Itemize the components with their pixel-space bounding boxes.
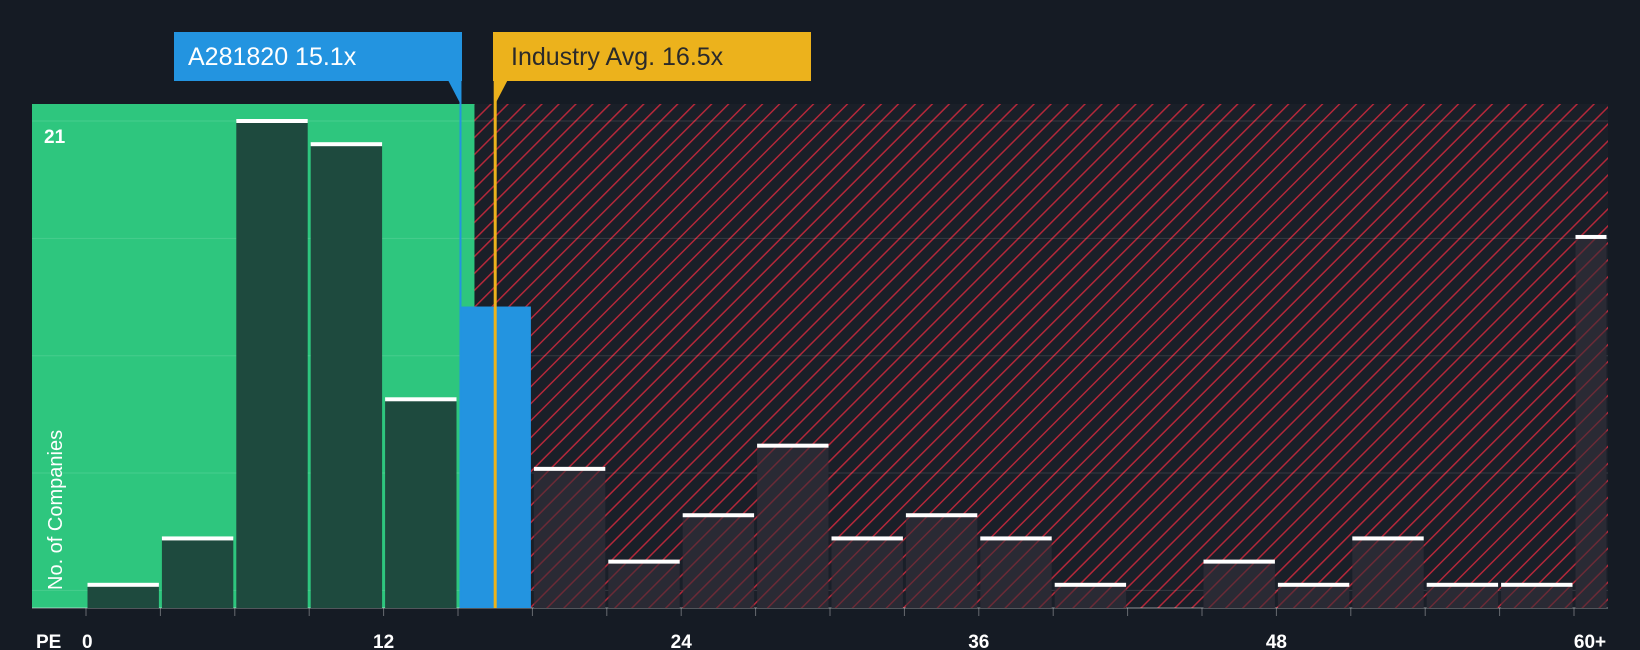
histogram-bar: [1054, 584, 1127, 608]
histogram-bar-cap: [1054, 582, 1127, 587]
histogram-bar: [757, 445, 829, 608]
x-axis-title: PE: [36, 632, 61, 650]
histogram-bar-cap: [385, 397, 457, 402]
histogram-bar-cap: [831, 536, 903, 541]
histogram-bar: [310, 144, 383, 608]
overvalued-zone: [474, 104, 1609, 608]
histogram-bar: [682, 515, 755, 608]
histogram-bar: [1352, 538, 1424, 608]
x-tick-label: 24: [671, 632, 693, 650]
histogram-bar-cap: [1203, 559, 1275, 564]
histogram-bar-cap: [1575, 234, 1607, 239]
histogram-bar-cap: [608, 559, 680, 564]
histogram-bar-cap: [310, 142, 383, 147]
histogram-bar-cap: [161, 536, 234, 541]
histogram-bar: [1501, 584, 1573, 608]
industry-callout-box: [493, 32, 811, 81]
histogram-bar: [1277, 584, 1350, 608]
company-callout-pointer: [448, 81, 461, 104]
histogram-bar: [236, 121, 308, 608]
histogram-bar: [87, 584, 159, 608]
y-tick-label: 21: [44, 127, 66, 148]
industry-callout-pointer: [495, 81, 508, 104]
histogram-bar: [161, 538, 234, 608]
histogram-bar: [533, 468, 606, 608]
company-callout-box: [174, 32, 462, 81]
histogram-bar-cap: [87, 582, 159, 587]
x-tick-label: 0: [82, 632, 93, 650]
histogram-bar: [831, 538, 903, 608]
x-tick-label: 60+: [1574, 632, 1606, 650]
histogram-bar: [905, 515, 978, 608]
company-callout-label: A281820 15.1x: [188, 43, 357, 71]
histogram-bar-cap: [1352, 536, 1424, 541]
histogram-bar: [1575, 236, 1607, 608]
x-tick-label: 48: [1266, 632, 1287, 650]
histogram-bar: [980, 538, 1052, 608]
histogram-bar-cap: [533, 466, 606, 471]
histogram-bar-cap: [757, 443, 829, 448]
histogram-bar-cap: [236, 119, 308, 123]
x-tick-label: 36: [968, 632, 989, 650]
histogram-bar-cap: [682, 513, 755, 518]
x-tick-label: 12: [373, 632, 394, 650]
histogram-bar-cap: [1277, 582, 1350, 587]
histogram-bar-cap: [1426, 582, 1499, 587]
industry-callout-label: Industry Avg. 16.5x: [511, 43, 724, 71]
histogram-bar: [1203, 561, 1275, 608]
histogram-bar-cap: [905, 513, 978, 518]
histogram-bar: [385, 399, 457, 608]
histogram-bar: [1426, 584, 1499, 608]
histogram-bar-cap: [980, 536, 1052, 541]
y-axis-title: No. of Companies: [45, 430, 67, 590]
histogram-bar: [608, 561, 680, 608]
histogram-bar-cap: [1501, 582, 1573, 587]
